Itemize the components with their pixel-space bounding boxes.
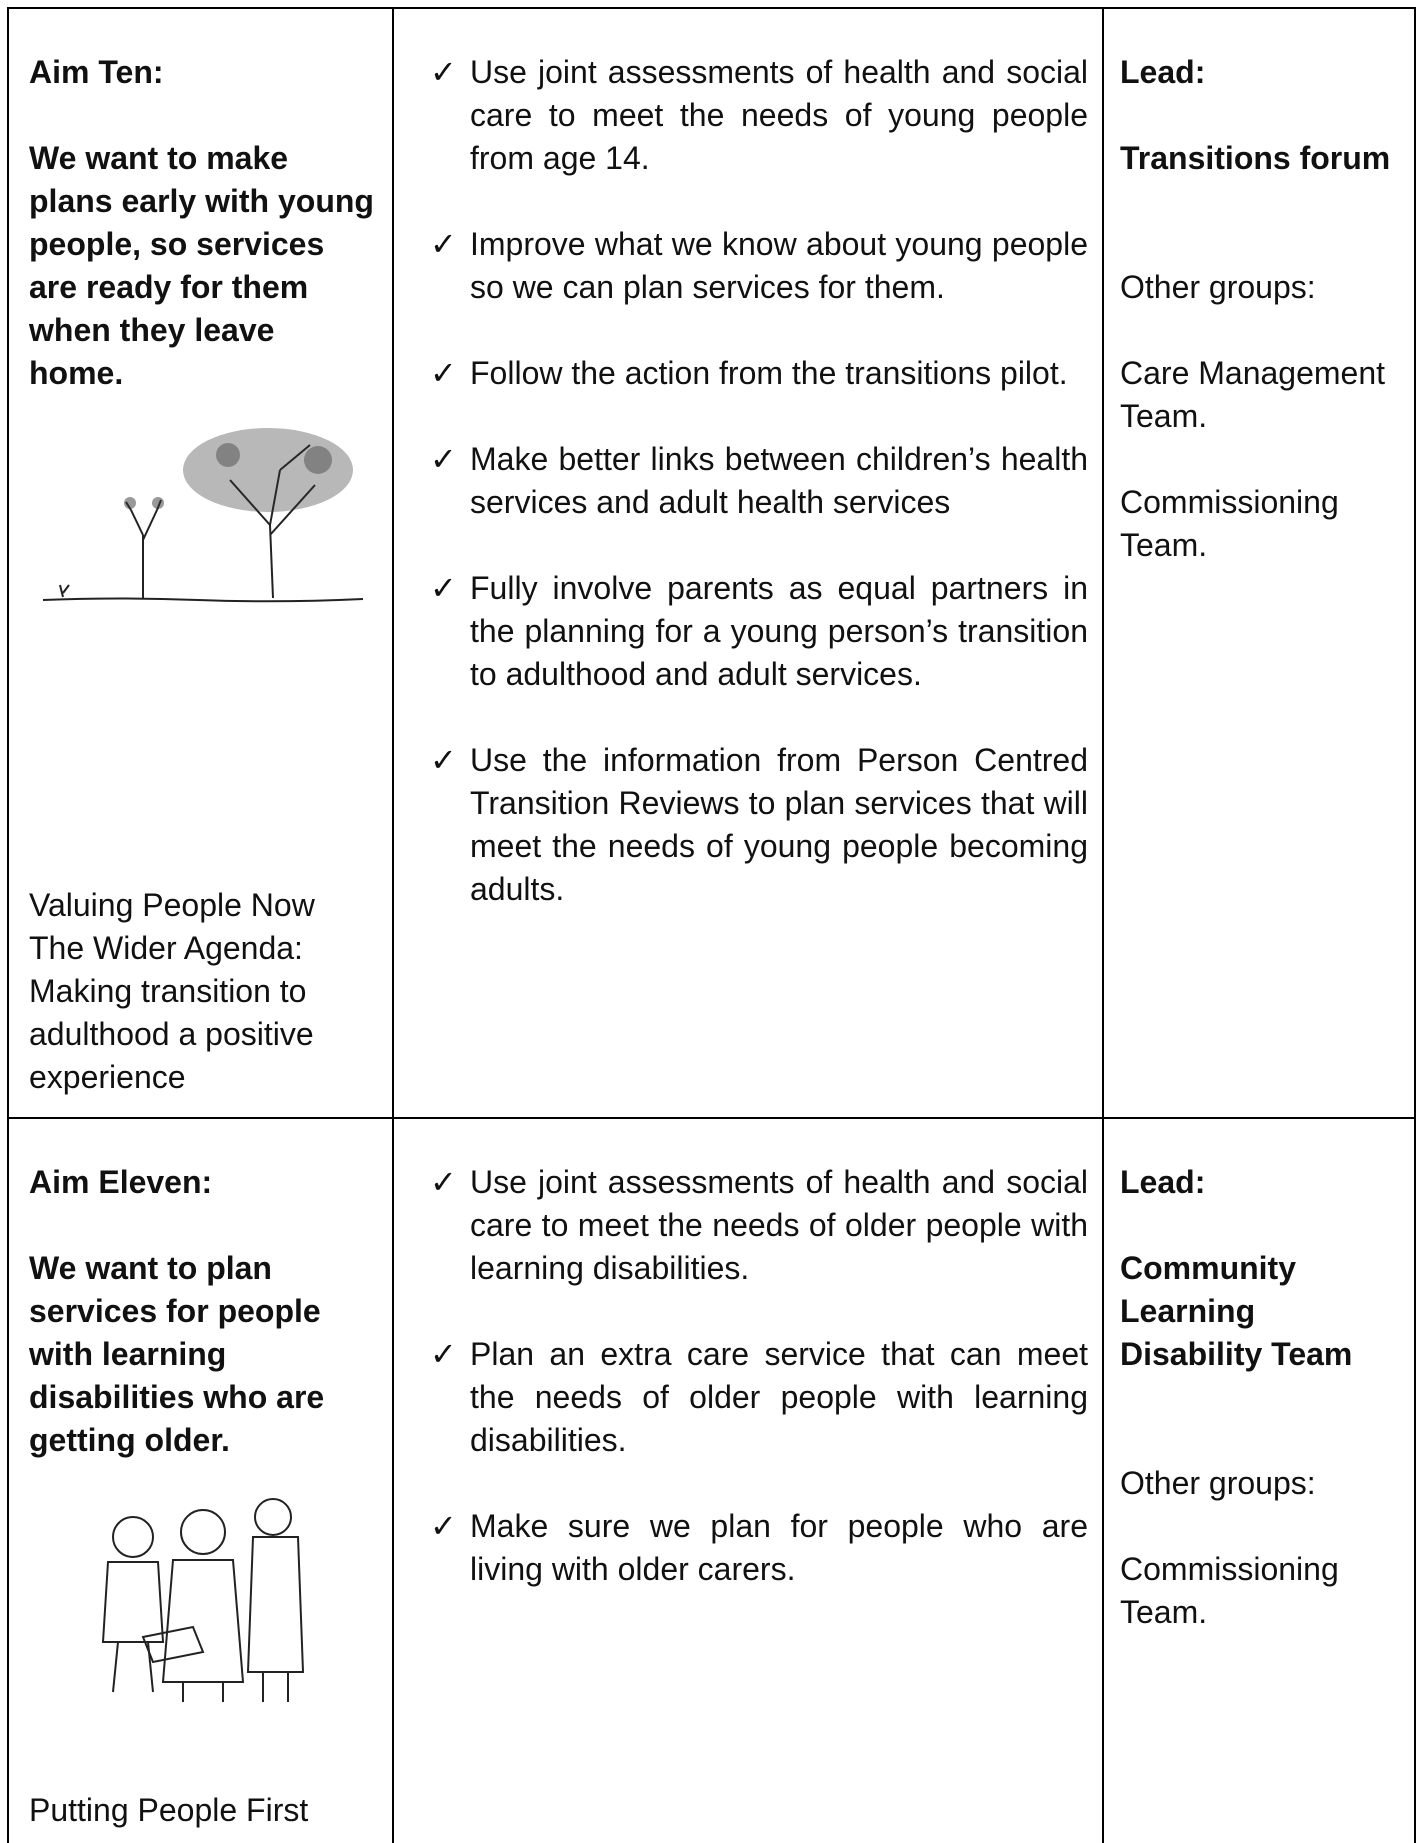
other-group: Commissioning Team. (1120, 1551, 1339, 1630)
action-text: Use joint assessments of health and soci… (470, 1164, 1088, 1286)
lead-name: Transitions forum (1120, 140, 1391, 176)
other-label: Other groups: (1120, 1465, 1316, 1501)
aim-statement: We want to make plans early with young p… (29, 140, 374, 391)
action-item: ✓ Use the information from Person Centred… (430, 739, 1088, 911)
action-text: Follow the action from the transitions p… (470, 355, 1068, 391)
lead-label: Lead: (1120, 54, 1206, 90)
check-icon: ✓ (430, 226, 457, 262)
lead-name: Community Learning Disability Team (1120, 1250, 1353, 1372)
check-icon: ✓ (430, 1508, 457, 1544)
people-illustration (101, 1498, 304, 1702)
source-line: The Wider Agenda: (29, 930, 303, 966)
source-line: Valuing People Now (29, 887, 315, 923)
action-text: Use joint assessments of health and soci… (470, 54, 1088, 176)
action-item: ✓ Follow the action from the transitions … (430, 352, 1088, 395)
aim-cell: Aim Eleven: We want to plan services for … (7, 1117, 394, 1843)
aim-title: Aim Eleven: (29, 1164, 213, 1200)
action-text: Improve what we know about young people … (470, 226, 1088, 305)
tree-illustration (42, 428, 363, 603)
action-item: ✓ Plan an extra care service that can mee… (430, 1333, 1088, 1462)
action-text: Make better links between children’s hea… (470, 441, 1088, 520)
action-text: Plan an extra care service that can meet… (470, 1336, 1088, 1458)
actions-cell: ✓ Use joint assessments of health and soc… (392, 1117, 1104, 1843)
action-item: ✓ Improve what we know about young people… (430, 223, 1088, 309)
check-icon: ✓ (430, 570, 457, 606)
aim-statement: We want to plan services for people with… (29, 1250, 325, 1458)
action-text: Fully involve parents as equal partners … (470, 570, 1088, 692)
check-icon: ✓ (430, 742, 457, 778)
action-item: ✓ Make better links between children’s he… (430, 438, 1088, 524)
lead-cell: Lead: Transitions forum Other groups: Care … (1102, 7, 1416, 1119)
action-item: ✓ Make sure we plan for people who are li… (430, 1505, 1088, 1591)
check-icon: ✓ (430, 355, 457, 391)
action-item: ✓ Fully involve parents as equal partners… (430, 567, 1088, 696)
action-item: ✓ Use joint assessments of health and soc… (430, 1161, 1088, 1290)
action-text: Make sure we plan for people who are liv… (470, 1508, 1088, 1587)
source: Putting People First (29, 1789, 376, 1832)
aim-title: Aim Ten: (29, 54, 164, 90)
source: Valuing People Now The Wider Agenda: Makin… (29, 884, 376, 1099)
check-icon: ✓ (430, 1336, 457, 1372)
check-icon: ✓ (430, 441, 457, 477)
lead-label: Lead: (1120, 1164, 1206, 1200)
action-item: ✓ Use joint assessments of health and soc… (430, 51, 1088, 180)
check-icon: ✓ (430, 1164, 457, 1200)
action-text: Use the information from Person Centred … (470, 742, 1088, 907)
other-label: Other groups: (1120, 269, 1316, 305)
lead-cell: Lead: Community Learning Disability Team O… (1102, 1117, 1416, 1843)
aim-cell: Aim Ten: We want to make plans early with… (7, 7, 394, 1119)
source-line: Making transition to adulthood a positiv… (29, 973, 314, 1095)
check-icon: ✓ (430, 54, 457, 90)
other-group: Commissioning Team. (1120, 484, 1339, 563)
actions-cell: ✓ Use joint assessments of health and soc… (392, 7, 1104, 1119)
other-group: Care Management Team. (1120, 355, 1386, 434)
source-line: Putting People First (29, 1792, 309, 1828)
